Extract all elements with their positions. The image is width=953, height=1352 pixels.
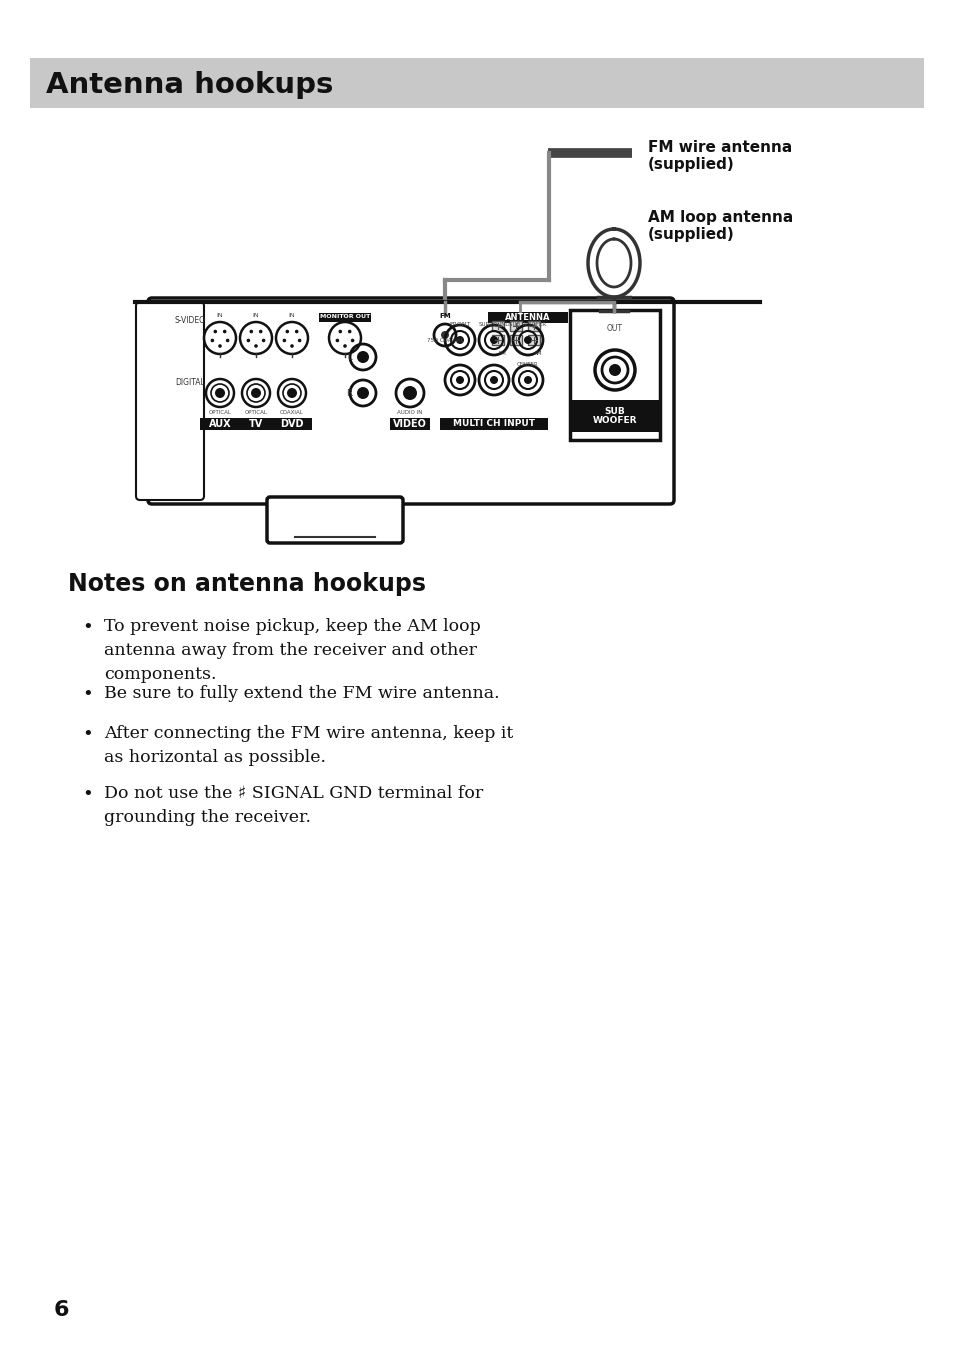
Circle shape [223, 330, 226, 334]
Text: AUX: AUX [209, 419, 231, 429]
Bar [510, 335, 521, 345]
Text: SUB
WOOFER: SUB WOOFER [592, 407, 637, 426]
Text: ANTENNA: ANTENNA [505, 314, 550, 323]
Text: •: • [82, 618, 92, 635]
Bar [200, 418, 240, 430]
Circle shape [608, 364, 620, 376]
Circle shape [211, 338, 214, 342]
Bar [235, 418, 275, 430]
Circle shape [218, 345, 221, 347]
Circle shape [440, 331, 449, 339]
Text: IN: IN [289, 314, 295, 318]
Circle shape [402, 387, 416, 400]
Circle shape [351, 338, 354, 342]
Circle shape [285, 330, 289, 334]
Text: DIGITAL: DIGITAL [174, 379, 205, 387]
Text: OPTICAL: OPTICAL [244, 410, 267, 415]
Text: CENTER: CENTER [517, 362, 538, 366]
Bar [272, 418, 312, 430]
Bar [318, 314, 371, 322]
Circle shape [456, 376, 463, 384]
Text: AM: AM [534, 352, 541, 356]
Text: FM: FM [438, 314, 451, 319]
Bar [527, 320, 539, 331]
Text: FRONT: FRONT [449, 322, 470, 327]
Bar [492, 320, 503, 331]
Text: FM wire antenna
(supplied): FM wire antenna (supplied) [647, 141, 791, 173]
Text: TV: TV [249, 419, 263, 429]
Bar [488, 312, 567, 323]
Circle shape [214, 388, 225, 397]
FancyBboxPatch shape [136, 301, 204, 500]
Text: IN: IN [216, 314, 223, 318]
Text: •: • [82, 685, 92, 703]
FancyBboxPatch shape [148, 297, 673, 504]
Circle shape [213, 330, 217, 334]
Circle shape [258, 330, 262, 334]
Bar [390, 418, 430, 430]
Circle shape [356, 387, 369, 399]
Text: IN: IN [341, 314, 348, 318]
Text: ♯: ♯ [518, 352, 520, 356]
Text: IN: IN [253, 314, 259, 318]
Text: 75Ω COAXIAL: 75Ω COAXIAL [426, 338, 463, 343]
Text: •: • [82, 786, 92, 803]
Text: Antenna hookups: Antenna hookups [46, 72, 333, 99]
Bar [510, 320, 521, 331]
Text: AUDIO IN: AUDIO IN [396, 410, 422, 415]
Text: S-VIDEO: S-VIDEO [174, 316, 206, 324]
Text: MULTI CH INPUT: MULTI CH INPUT [453, 419, 535, 429]
Bar [569, 400, 659, 433]
Text: VIDEO: VIDEO [393, 419, 427, 429]
Circle shape [335, 338, 339, 342]
Text: SUB WOOFER: SUB WOOFER [509, 322, 546, 327]
Text: L: L [347, 353, 352, 362]
Text: OPTICAL: OPTICAL [209, 410, 232, 415]
Circle shape [253, 345, 257, 347]
Text: OUT: OUT [606, 324, 622, 333]
Circle shape [250, 330, 253, 334]
Circle shape [294, 330, 298, 334]
Circle shape [490, 376, 497, 384]
Bar [569, 310, 659, 439]
Circle shape [356, 352, 369, 362]
Bar [30, 58, 923, 108]
Circle shape [282, 338, 286, 342]
Circle shape [246, 338, 250, 342]
Text: •: • [82, 725, 92, 744]
Text: To prevent noise pickup, keep the AM loop
antenna away from the receiver and oth: To prevent noise pickup, keep the AM loo… [104, 618, 480, 683]
Circle shape [251, 388, 261, 397]
Circle shape [287, 388, 296, 397]
Circle shape [261, 338, 265, 342]
Bar [439, 418, 547, 430]
Circle shape [297, 338, 301, 342]
Text: Do not use the ♯ SIGNAL GND terminal for
grounding the receiver.: Do not use the ♯ SIGNAL GND terminal for… [104, 786, 483, 826]
Text: R: R [346, 389, 352, 399]
Text: COAXIAL: COAXIAL [280, 410, 304, 415]
Circle shape [523, 376, 532, 384]
Text: DVD: DVD [280, 419, 303, 429]
Text: FM: FM [497, 352, 505, 356]
Text: SURROUND: SURROUND [477, 322, 509, 327]
Text: MONITOR OUT: MONITOR OUT [319, 315, 370, 319]
Circle shape [490, 337, 497, 343]
Circle shape [226, 338, 229, 342]
Circle shape [434, 324, 456, 346]
Circle shape [338, 330, 342, 334]
Circle shape [348, 330, 351, 334]
Circle shape [343, 345, 347, 347]
Bar [492, 335, 503, 345]
Text: After connecting the FM wire antenna, keep it
as horizontal as possible.: After connecting the FM wire antenna, ke… [104, 725, 513, 767]
Bar [527, 335, 539, 345]
Circle shape [290, 345, 294, 347]
Text: Notes on antenna hookups: Notes on antenna hookups [68, 572, 426, 596]
Circle shape [456, 337, 463, 343]
Text: AM loop antenna
(supplied): AM loop antenna (supplied) [647, 210, 792, 242]
Text: 6: 6 [54, 1301, 70, 1320]
Text: Be sure to fully extend the FM wire antenna.: Be sure to fully extend the FM wire ante… [104, 685, 499, 702]
Circle shape [523, 337, 532, 343]
FancyBboxPatch shape [267, 498, 402, 544]
